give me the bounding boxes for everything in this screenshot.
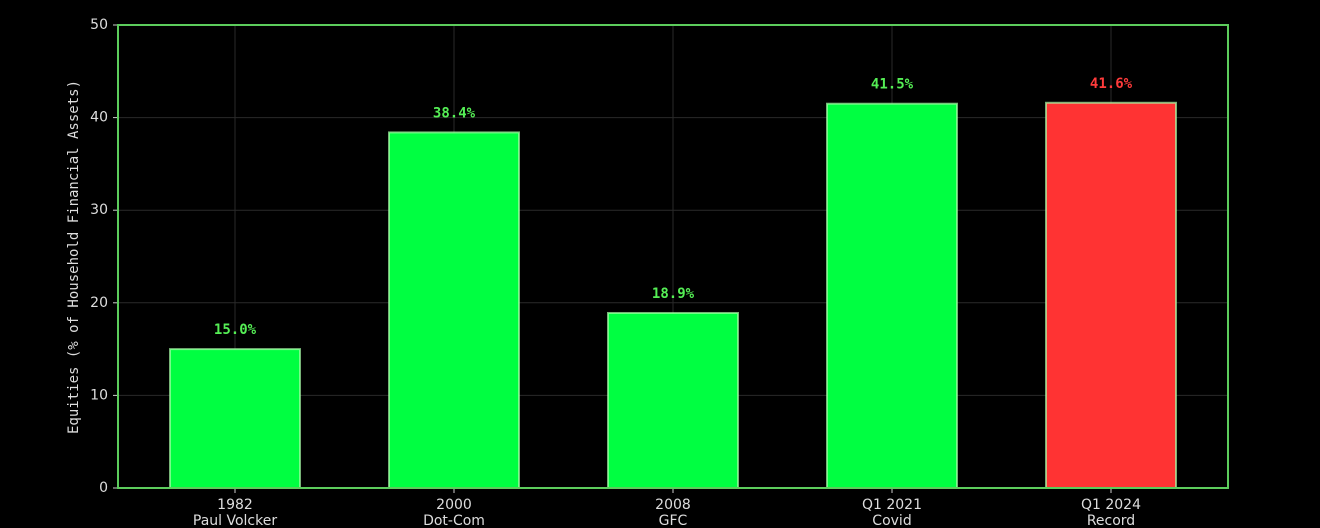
x-tick-label: Dot-Com — [423, 513, 485, 528]
value-label: 41.5% — [871, 77, 914, 93]
x-tick-label: 2000 — [436, 497, 472, 513]
value-label: 15.0% — [214, 322, 257, 338]
bar — [169, 348, 301, 489]
x-tick-label: GFC — [659, 513, 688, 528]
x-tick-label: Q1 2021 — [862, 497, 922, 513]
y-tick-label: 10 — [90, 387, 108, 403]
y-tick-label: 30 — [90, 202, 108, 218]
y-tick-label: 40 — [90, 110, 108, 126]
bar — [607, 311, 739, 489]
plot-frame — [117, 24, 1229, 489]
bar — [388, 131, 520, 490]
value-label: 38.4% — [433, 105, 476, 121]
value-label: 18.9% — [652, 286, 695, 302]
y-axis-label: Equities (% of Household Financial Asset… — [66, 80, 82, 434]
x-tick-label: Covid — [872, 513, 911, 528]
y-tick-label: 0 — [99, 480, 108, 496]
x-tick-label: 2008 — [655, 497, 691, 513]
x-tick-label: Record — [1087, 513, 1135, 528]
y-tick-label: 20 — [90, 295, 108, 311]
bar — [1045, 101, 1177, 489]
x-tick-label: 1982 — [217, 497, 253, 513]
bar — [826, 102, 958, 490]
x-tick-label: Paul Volcker — [193, 513, 277, 528]
x-tick-label: Q1 2024 — [1081, 497, 1141, 513]
y-tick-label: 50 — [90, 17, 108, 33]
value-label: 41.6% — [1090, 76, 1133, 92]
